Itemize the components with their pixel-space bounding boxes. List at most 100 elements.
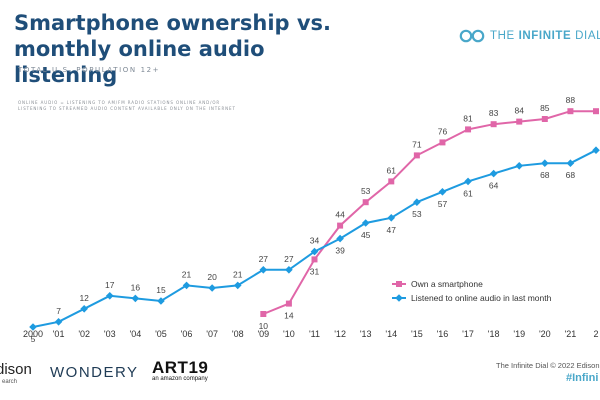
data-label: 57 xyxy=(438,199,448,209)
data-point xyxy=(593,108,599,115)
data-label: 45 xyxy=(361,230,371,240)
data-point xyxy=(157,297,165,305)
data-label: 68 xyxy=(540,170,550,180)
data-point xyxy=(413,152,420,159)
data-label: 76 xyxy=(438,126,448,136)
data-label: 64 xyxy=(489,181,499,191)
x-tick-label: '15 xyxy=(411,329,423,339)
data-label: 15 xyxy=(156,285,166,295)
data-point xyxy=(105,292,114,300)
x-tick-label: '18 xyxy=(488,329,500,339)
hashtag[interactable]: #Infini xyxy=(566,372,599,384)
data-point xyxy=(362,199,369,206)
data-label: 39 xyxy=(335,246,345,256)
x-tick-label: '19 xyxy=(513,329,525,339)
data-label: 27 xyxy=(259,254,269,264)
data-point xyxy=(311,256,318,263)
data-point xyxy=(490,121,497,128)
data-label: 12 xyxy=(79,293,89,303)
data-point xyxy=(465,126,472,133)
legend-marker xyxy=(396,281,402,287)
data-point xyxy=(361,219,370,227)
series-line xyxy=(262,110,596,315)
x-tick-label: '12 xyxy=(334,329,346,339)
data-point xyxy=(208,284,216,292)
x-tick-label: '10 xyxy=(283,329,295,339)
data-label: 20 xyxy=(207,272,217,282)
data-label: 83 xyxy=(489,108,499,118)
data-point xyxy=(131,294,140,303)
data-point xyxy=(337,222,344,229)
x-tick-label: '21 xyxy=(565,329,577,339)
data-point xyxy=(387,214,396,222)
data-point xyxy=(182,281,191,290)
x-tick-label: '08 xyxy=(232,329,244,339)
data-point xyxy=(80,305,88,313)
legend-label: Listened to online audio in last month xyxy=(411,293,552,303)
edison-logo-text: dison xyxy=(0,361,32,378)
x-tick-label: '01 xyxy=(53,329,65,339)
data-label: 14 xyxy=(284,311,294,321)
data-point xyxy=(260,311,267,317)
data-point xyxy=(541,116,548,122)
edison-logo-subtext: earch xyxy=(2,379,18,385)
data-point xyxy=(233,281,242,290)
infinite-dial-logo: THE INFINITE DIAL 2 xyxy=(459,26,600,46)
data-label: 71 xyxy=(412,139,422,149)
data-label: 68 xyxy=(566,170,576,180)
data-label: 21 xyxy=(233,269,243,279)
x-tick-label: 2000 xyxy=(23,329,43,339)
data-label: 27 xyxy=(284,254,294,264)
data-label: 85 xyxy=(540,103,550,113)
data-point xyxy=(310,247,319,256)
art19-logo: ART19 an amazon company xyxy=(152,358,208,382)
data-label: 81 xyxy=(463,113,473,123)
data-point xyxy=(54,318,63,326)
data-label: 61 xyxy=(463,188,473,198)
x-tick-label: '09 xyxy=(257,329,269,339)
data-point xyxy=(566,159,575,167)
data-point xyxy=(259,266,268,274)
data-label: 31 xyxy=(310,266,320,276)
x-tick-label: '03 xyxy=(104,329,116,339)
data-point xyxy=(489,169,498,178)
wondery-logo: WONDERY xyxy=(50,364,139,381)
x-tick-label: '05 xyxy=(155,329,167,339)
data-point xyxy=(388,178,395,185)
data-label: 21 xyxy=(182,269,192,279)
x-tick-label: '16 xyxy=(437,329,449,339)
brand-text: THE INFINITE DIAL 2 xyxy=(490,30,600,42)
data-point xyxy=(516,118,523,125)
x-tick-label: '04 xyxy=(129,329,141,339)
x-tick-label: '14 xyxy=(385,329,397,339)
data-label: 61 xyxy=(387,165,397,175)
x-tick-label: '07 xyxy=(206,329,218,339)
data-point xyxy=(336,234,344,243)
data-label: 53 xyxy=(412,209,422,219)
data-point xyxy=(541,159,549,167)
copyright-text: The Infinite Dial © 2022 Edison xyxy=(496,361,600,370)
x-tick-label: '02 xyxy=(78,329,90,339)
data-point xyxy=(285,300,292,307)
data-point xyxy=(464,177,472,186)
art19-logo-subtext: an amazon company xyxy=(152,376,208,382)
data-label: 7 xyxy=(56,306,61,316)
data-point xyxy=(592,146,600,154)
edison-logo: dison earch xyxy=(0,356,40,386)
x-tick-label: '13 xyxy=(360,329,372,339)
data-point xyxy=(285,266,293,274)
legend-label: Own a smartphone xyxy=(411,279,483,289)
data-label: 47 xyxy=(387,225,397,235)
x-tick-label: '11 xyxy=(309,329,320,339)
x-tick-label: '06 xyxy=(181,329,193,339)
data-label: 53 xyxy=(361,186,371,196)
x-tick-label: 2 xyxy=(593,329,598,339)
data-point xyxy=(29,323,37,331)
definition-note: ONLINE AUDIO = LISTENING TO AM/FM RADIO … xyxy=(18,100,236,111)
data-label: 10 xyxy=(259,321,269,331)
data-label: 44 xyxy=(335,210,345,220)
data-point xyxy=(439,139,446,146)
infinity-icon xyxy=(459,29,485,43)
data-label: 84 xyxy=(514,106,524,116)
